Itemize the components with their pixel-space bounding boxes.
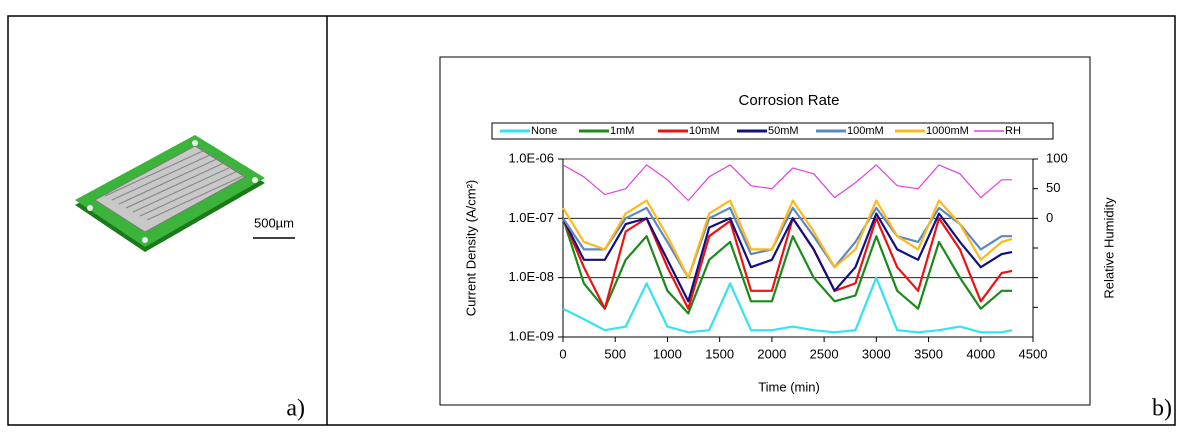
y2-tick-label: 0 [1046, 210, 1053, 225]
chart-title: Corrosion Rate [739, 92, 840, 109]
y-tick-label: 1.0E-06 [508, 150, 554, 165]
x-tick-label: 2000 [757, 346, 786, 361]
y-tick-label: 1.0E-07 [508, 210, 554, 225]
y2-tick-label: 50 [1046, 180, 1060, 195]
chart-frame [439, 56, 1091, 406]
legend-label: 1mM [610, 125, 634, 137]
legend-label: None [531, 125, 557, 137]
x-tick-label: 4000 [966, 346, 995, 361]
legend [491, 122, 1054, 140]
sensor-image [75, 135, 265, 252]
y2-axis-label: Relative Humidity [1101, 197, 1116, 299]
legend-label: 1000mM [926, 125, 969, 137]
x-axis-label: Time (min) [758, 379, 820, 394]
legend-label: 100mM [847, 125, 884, 137]
panel-label: b) [1152, 396, 1172, 422]
y-tick-label: 1.0E-08 [508, 269, 554, 284]
series-line [562, 276, 1013, 334]
legend-label: 10mM [689, 125, 720, 137]
y-axis-label: Current Density (A/cm²) [463, 180, 478, 317]
series-line [562, 199, 1013, 279]
series-line [562, 206, 1013, 279]
series-line [562, 164, 1013, 202]
scale-bar-label: 500µm [254, 215, 294, 230]
x-tick-label: 1500 [705, 346, 734, 361]
x-tick-label: 2500 [810, 346, 839, 361]
x-tick-label: 500 [604, 346, 626, 361]
x-tick-label: 4500 [1019, 346, 1048, 361]
series-line [562, 212, 1013, 303]
legend-label: RH [1005, 125, 1021, 137]
table-frame [7, 15, 1176, 426]
panel-label: a) [286, 396, 305, 422]
y-tick-label: 1.0E-09 [508, 328, 554, 343]
series-line [561, 217, 1013, 315]
legend-label: 50mM [768, 125, 799, 137]
x-tick-label: 3000 [862, 346, 891, 361]
y2-tick-label: 100 [1046, 150, 1068, 165]
x-tick-label: 0 [559, 346, 566, 361]
x-tick-label: 3500 [914, 346, 943, 361]
x-tick-label: 1000 [653, 346, 682, 361]
